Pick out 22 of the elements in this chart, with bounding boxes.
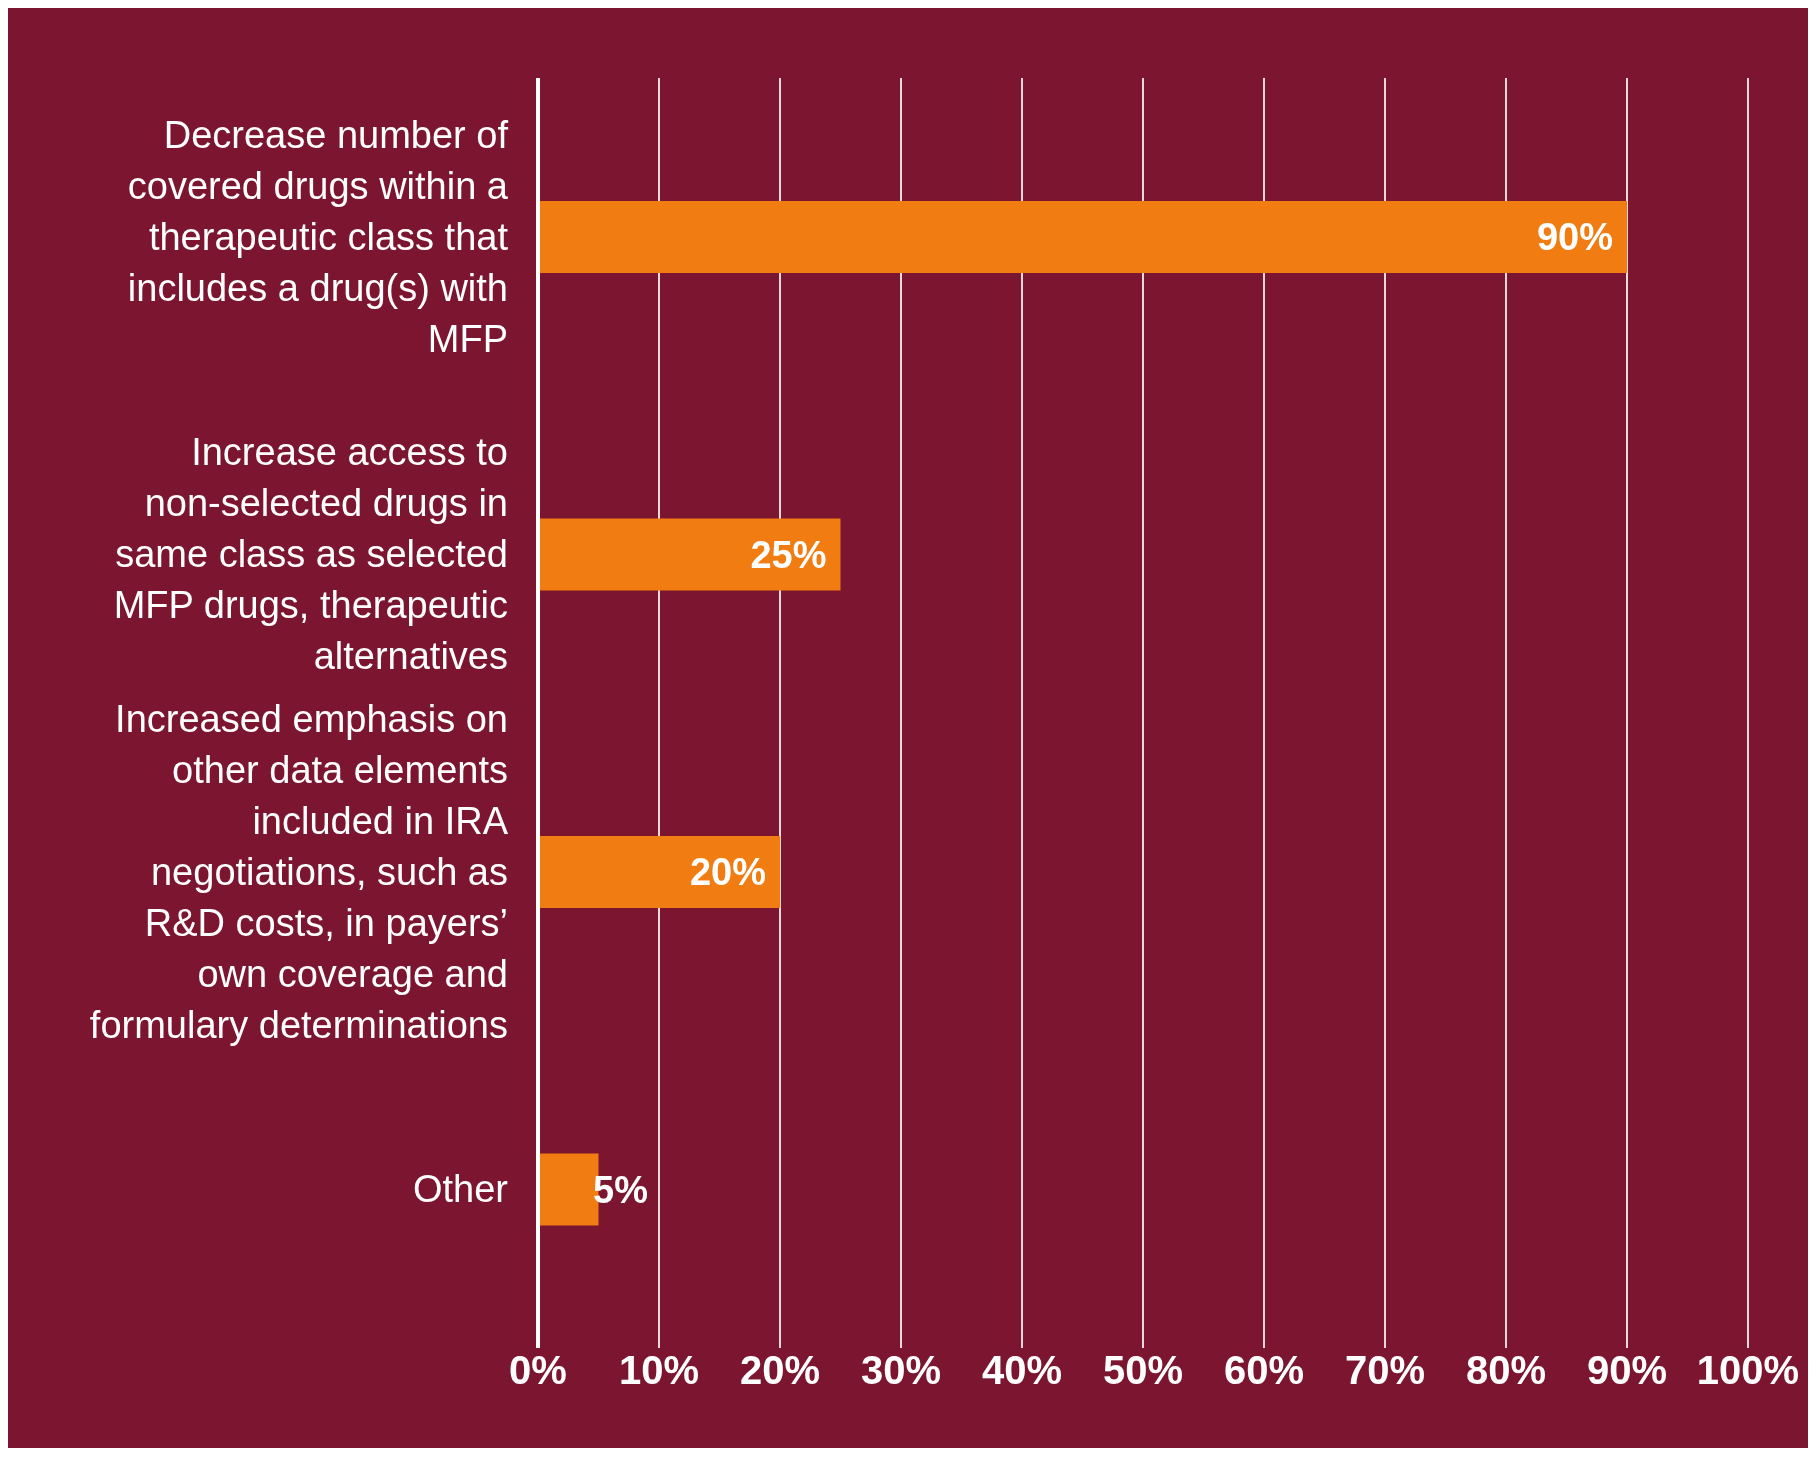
y-tick-label: Increased emphasis on other data elements included in IRA negotiations, such as R&D costs, in payers’ own coverage and formulary determinations [89,697,509,1046]
x-tick-label: 30% [860,1348,942,1393]
bar [538,836,780,908]
data-label: 25% [750,533,827,576]
x-tick-label: 20% [739,1348,821,1393]
data-label: 20% [689,851,766,893]
x-tick-label: 70% [1344,1348,1426,1393]
data-label: 5% [593,1168,648,1211]
y-tick-label: Decrease number of covered drugs within a therapeutic class that includes a drug(s) with MFP [127,113,509,360]
x-tick-label: 90% [1586,1348,1668,1393]
x-tick-label: 0% [509,1348,567,1393]
y-tick-label: Increase access to non-selected drugs in same class as selected MFP drugs, therapeutic alternatives [113,431,508,678]
x-tick-label: 100% [1696,1348,1800,1393]
y-tick-label: Other [412,1168,509,1211]
bar [538,518,841,591]
x-tick-label: 40% [981,1348,1063,1393]
data-label: 90% [1536,216,1613,258]
x-tick-label: 50% [1102,1348,1184,1393]
bar [538,201,1627,273]
x-tick-label: 10% [618,1348,700,1393]
x-tick-label: 80% [1465,1348,1547,1393]
x-tick-label: 60% [1223,1348,1305,1393]
